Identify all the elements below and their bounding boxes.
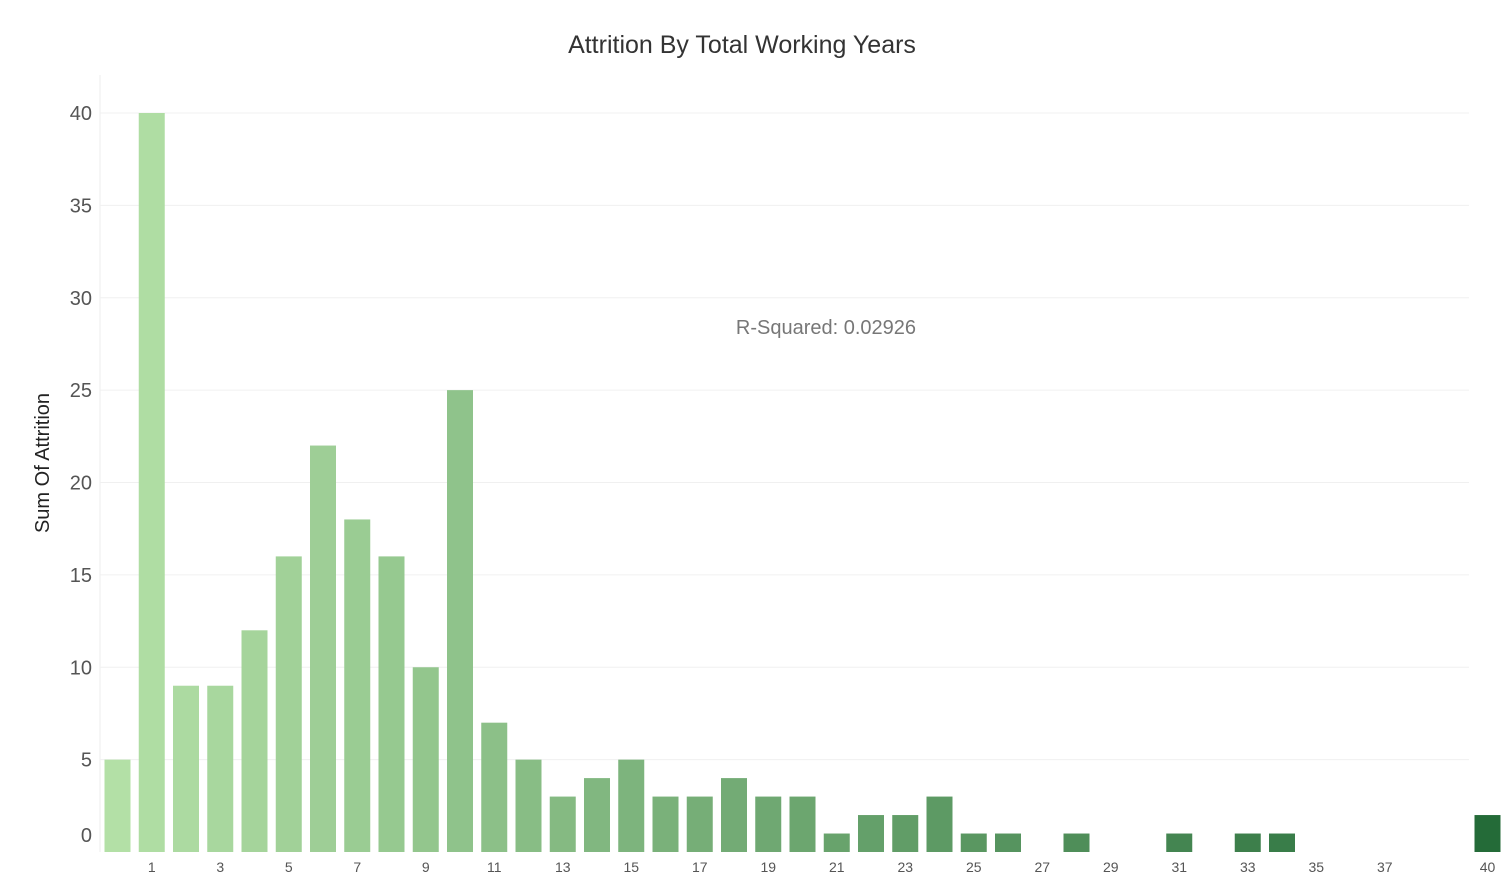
y-tick-label: 30 xyxy=(70,288,92,310)
bar xyxy=(926,796,953,852)
y-tick-label: 25 xyxy=(70,380,92,402)
bar xyxy=(960,833,987,852)
x-tick-label: 17 xyxy=(692,859,708,875)
bar xyxy=(995,833,1021,852)
x-tick-label: 25 xyxy=(966,859,982,875)
y-tick-label: 15 xyxy=(70,565,92,587)
bar xyxy=(1234,833,1261,852)
bar xyxy=(275,556,302,852)
gridlines xyxy=(99,75,1469,852)
bar xyxy=(1166,833,1193,852)
bar xyxy=(549,796,576,852)
bar xyxy=(1063,833,1090,852)
x-tick-label: 19 xyxy=(760,859,776,875)
bar xyxy=(789,796,816,852)
bar xyxy=(378,556,405,852)
bar xyxy=(412,667,439,852)
bar xyxy=(584,778,610,852)
x-tick-label: 15 xyxy=(623,859,639,875)
y-axis-label: Sum Of Attrition xyxy=(32,393,54,533)
bars xyxy=(104,113,1501,852)
bar xyxy=(858,815,884,852)
bar xyxy=(310,445,336,852)
y-tick-label: 0 xyxy=(81,825,92,847)
bar xyxy=(652,796,679,852)
bar xyxy=(173,685,199,852)
y-axis-ticks: 0 5 10 15 20 25 30 35 40 xyxy=(70,103,92,847)
bar xyxy=(241,630,268,852)
bar xyxy=(1269,833,1295,852)
bar xyxy=(755,796,782,852)
x-tick-label: 37 xyxy=(1377,859,1393,875)
x-tick-label: 27 xyxy=(1034,859,1050,875)
bar xyxy=(447,390,473,852)
y-tick-label: 10 xyxy=(70,657,92,679)
x-tick-label: 29 xyxy=(1103,859,1119,875)
x-tick-label: 21 xyxy=(829,859,845,875)
x-tick-label: 9 xyxy=(422,859,430,875)
chart-title: Attrition By Total Working Years xyxy=(568,31,916,59)
bar xyxy=(823,833,850,852)
x-axis-ticks: 1 3 5 7 9 11 13 15 17 19 21 23 25 27 29 31 33 35 37 40 xyxy=(148,859,1496,875)
x-tick-label: 3 xyxy=(216,859,224,875)
bar xyxy=(721,778,747,852)
y-tick-label: 35 xyxy=(70,195,92,217)
bar xyxy=(618,759,645,852)
y-tick-label: 40 xyxy=(70,103,92,125)
x-tick-label: 31 xyxy=(1171,859,1187,875)
bar xyxy=(481,722,508,852)
x-tick-label: 35 xyxy=(1308,859,1324,875)
x-tick-label: 13 xyxy=(555,859,571,875)
bar xyxy=(515,759,542,852)
bar xyxy=(138,113,165,852)
x-tick-label: 11 xyxy=(487,859,502,875)
r-squared-annotation: R-Squared: 0.02926 xyxy=(736,317,916,339)
bar xyxy=(104,759,131,852)
x-tick-label: 40 xyxy=(1480,859,1496,875)
y-tick-label: 20 xyxy=(70,473,92,495)
bar xyxy=(686,796,713,852)
bar xyxy=(344,519,371,852)
x-tick-label: 7 xyxy=(353,859,361,875)
bar xyxy=(892,815,919,852)
x-tick-label: 33 xyxy=(1240,859,1256,875)
y-tick-label: 5 xyxy=(81,750,92,772)
x-tick-label: 23 xyxy=(897,859,913,875)
bar xyxy=(207,685,234,852)
x-tick-label: 5 xyxy=(285,859,293,875)
bar xyxy=(1474,815,1501,852)
x-tick-label: 1 xyxy=(148,859,156,875)
